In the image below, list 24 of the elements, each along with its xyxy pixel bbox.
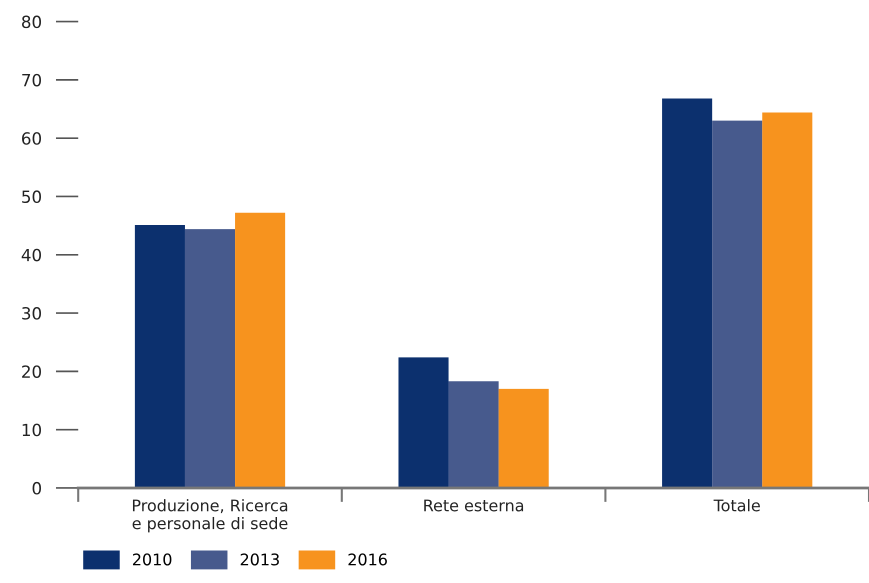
legend-label: 2010 [132,553,172,566]
bar [398,357,449,488]
legend-label: 2013 [240,553,279,566]
bar [235,212,286,488]
x-tick-label: Totale [714,499,760,512]
x-tick-label: Rete esterna [424,500,524,512]
y-tick-label: 80 [22,16,41,28]
y-tick-label: 60 [22,132,41,145]
bar [498,388,549,488]
y-tick-label: 30 [22,307,41,320]
y-tick-label: 50 [22,190,41,204]
bar [184,229,236,488]
bar [712,120,762,488]
y-tick-label: 70 [22,74,41,86]
bar [762,112,812,488]
y-tick-label: 40 [22,248,41,262]
bar [448,381,499,488]
y-tick-label: 20 [22,365,41,378]
bar [134,225,185,488]
y-tick-label: 0 [32,482,41,495]
legend-label: 2016 [348,553,387,566]
y-tick-label: 10 [22,424,41,436]
x-tick-label: Produzione, Ricerca e personale di sede [132,499,288,532]
bar [662,98,712,488]
